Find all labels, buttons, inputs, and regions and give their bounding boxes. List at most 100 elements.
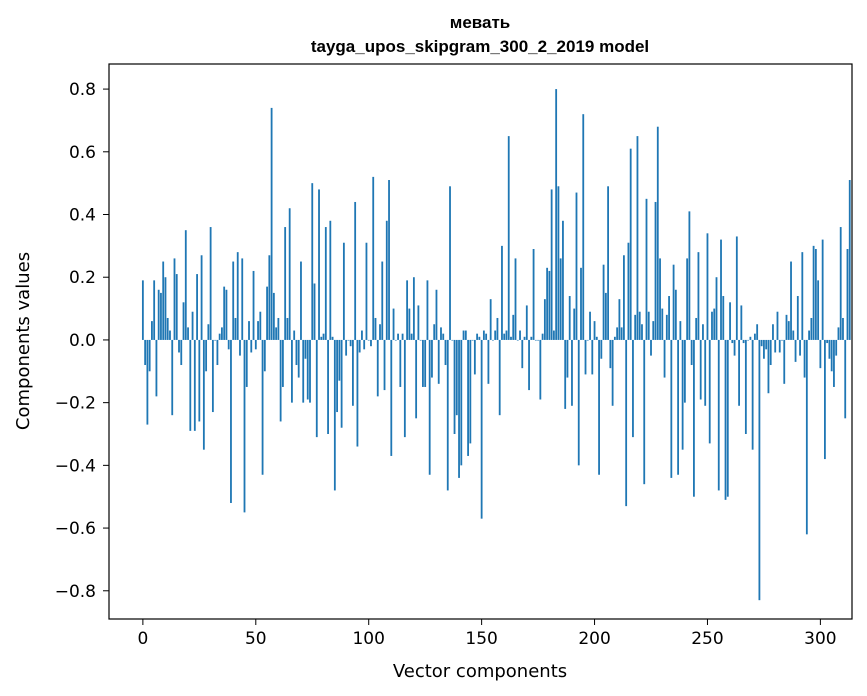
bar (790, 261, 792, 340)
bar (496, 317, 499, 340)
bar (738, 339, 740, 406)
x-tick-label: 150 (465, 629, 497, 649)
bar (313, 283, 316, 340)
bar (268, 255, 271, 340)
bar (575, 192, 578, 340)
bar (263, 339, 266, 372)
bar (704, 339, 707, 406)
bar (693, 339, 695, 497)
bar (803, 339, 806, 378)
bar (731, 339, 734, 344)
y-tick-label: 0.2 (69, 268, 96, 288)
bar (720, 239, 722, 340)
bar (510, 336, 512, 340)
bar (148, 339, 151, 372)
bar (345, 339, 348, 356)
bar (607, 186, 609, 340)
bar (623, 255, 625, 340)
bar (546, 267, 549, 340)
bar (347, 339, 350, 341)
bar (690, 339, 693, 366)
bar (417, 305, 420, 340)
bar (257, 321, 259, 340)
bar (354, 201, 357, 340)
x-tick-label: 100 (352, 629, 384, 649)
bar (460, 339, 463, 466)
bar (636, 136, 639, 340)
bar (833, 339, 835, 387)
bar (291, 339, 293, 403)
bar (223, 286, 226, 340)
bar (844, 339, 847, 419)
bar (647, 311, 650, 340)
bar (252, 270, 255, 340)
bar (781, 339, 783, 341)
bar (239, 339, 241, 356)
bar (688, 211, 691, 340)
bar (776, 311, 779, 340)
bar (573, 308, 576, 340)
bar (455, 339, 458, 416)
bar (205, 339, 208, 372)
bar (796, 296, 799, 340)
bar (525, 305, 528, 340)
bar (141, 280, 144, 340)
bar (254, 339, 257, 350)
y-tick-label: 0.6 (69, 143, 96, 163)
bar (758, 339, 761, 601)
bar (302, 339, 305, 403)
bar (616, 327, 619, 340)
bar (449, 186, 451, 340)
bar (733, 339, 736, 356)
bar (408, 308, 411, 340)
bar (668, 296, 670, 340)
bar (329, 220, 332, 340)
bar (422, 339, 424, 387)
bar (446, 339, 449, 491)
bar (501, 245, 503, 340)
y-axis-label: Components values (13, 252, 34, 430)
bar (162, 261, 165, 340)
bar (505, 330, 508, 340)
bar (340, 339, 343, 428)
bar (835, 339, 838, 356)
bar (724, 339, 727, 500)
bar (792, 330, 795, 340)
bar (810, 317, 813, 340)
bar (663, 339, 666, 378)
bar (462, 330, 465, 340)
bar (566, 339, 569, 378)
bar (342, 242, 345, 340)
bar (552, 330, 555, 340)
bar (363, 339, 366, 350)
bar (778, 339, 781, 353)
bar (309, 339, 311, 403)
bar (830, 339, 833, 372)
bar (324, 227, 327, 340)
y-tick-label: 0.4 (69, 206, 96, 226)
bar (322, 333, 325, 340)
bar (311, 183, 314, 340)
bar (476, 333, 479, 340)
bar (674, 289, 677, 340)
bar (600, 339, 603, 359)
bar (385, 220, 388, 340)
bar (799, 339, 801, 356)
bar (383, 339, 386, 391)
bar (713, 308, 716, 340)
bar (281, 339, 284, 387)
bar (672, 264, 675, 340)
bar (397, 333, 399, 340)
bar (611, 339, 614, 406)
chart-subtitle: tayga_upos_skipgram_300_2_2019 model (311, 37, 649, 56)
x-axis-label: Vector components (393, 661, 567, 682)
bar (602, 264, 605, 340)
bar (424, 339, 427, 387)
bar (591, 339, 594, 375)
bar (756, 324, 759, 340)
bar (539, 339, 542, 400)
bar (279, 339, 282, 422)
bar (783, 339, 786, 384)
bar (769, 339, 772, 366)
bar (787, 321, 790, 340)
